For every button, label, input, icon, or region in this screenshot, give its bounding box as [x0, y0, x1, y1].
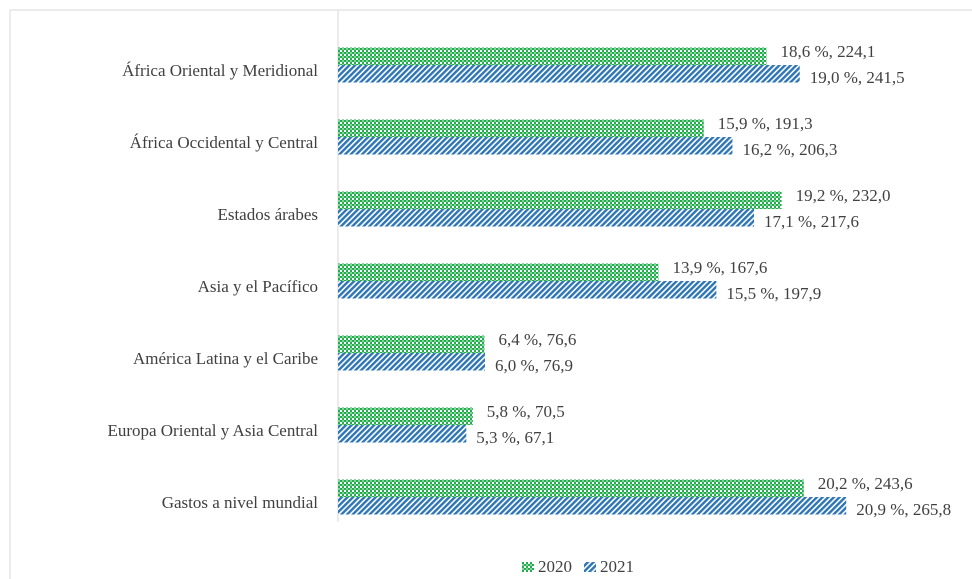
data-label: 6,0 %, 76,9 [495, 356, 573, 375]
bar [338, 353, 486, 371]
data-label: 18,6 %, 224,1 [780, 42, 875, 61]
data-label: 19,2 %, 232,0 [796, 186, 891, 205]
data-label: 13,9 %, 167,6 [672, 258, 767, 277]
category-label: Estados árabes [217, 205, 318, 224]
bar [338, 425, 467, 443]
data-label: 20,9 %, 265,8 [856, 500, 951, 519]
data-label: 5,3 %, 67,1 [476, 428, 554, 447]
category-label: América Latina y el Caribe [133, 349, 318, 368]
data-label: 6,4 %, 76,6 [498, 330, 576, 349]
bar [338, 65, 800, 83]
data-label: 16,2 %, 206,3 [742, 140, 837, 159]
category-label: África Oriental y Meridional [122, 61, 318, 80]
bar [338, 407, 473, 425]
data-label: 15,9 %, 191,3 [718, 114, 813, 133]
bar [338, 209, 755, 227]
legend-marker [584, 562, 596, 572]
bar [338, 497, 847, 515]
category-label: Asia y el Pacífico [198, 277, 318, 296]
bar [338, 335, 485, 353]
bar [338, 47, 767, 65]
legend-label: 2021 [600, 557, 634, 576]
legend-label: 2020 [538, 557, 572, 576]
bar [338, 119, 704, 137]
bar [338, 137, 733, 155]
category-label: Gastos a nivel mundial [162, 493, 319, 512]
data-label: 15,5 %, 197,9 [726, 284, 821, 303]
bar [338, 479, 804, 497]
data-label: 20,2 %, 243,6 [818, 474, 913, 493]
bar [338, 263, 659, 281]
category-label: Europa Oriental y Asia Central [107, 421, 318, 440]
legend-marker [522, 562, 534, 572]
category-label: África Occidental y Central [130, 133, 319, 152]
bar [338, 191, 782, 209]
data-label: 17,1 %, 217,6 [764, 212, 859, 231]
data-label: 19,0 %, 241,5 [810, 68, 905, 87]
data-label: 5,8 %, 70,5 [487, 402, 565, 421]
chart-frame [9, 9, 972, 579]
bar [338, 281, 717, 299]
